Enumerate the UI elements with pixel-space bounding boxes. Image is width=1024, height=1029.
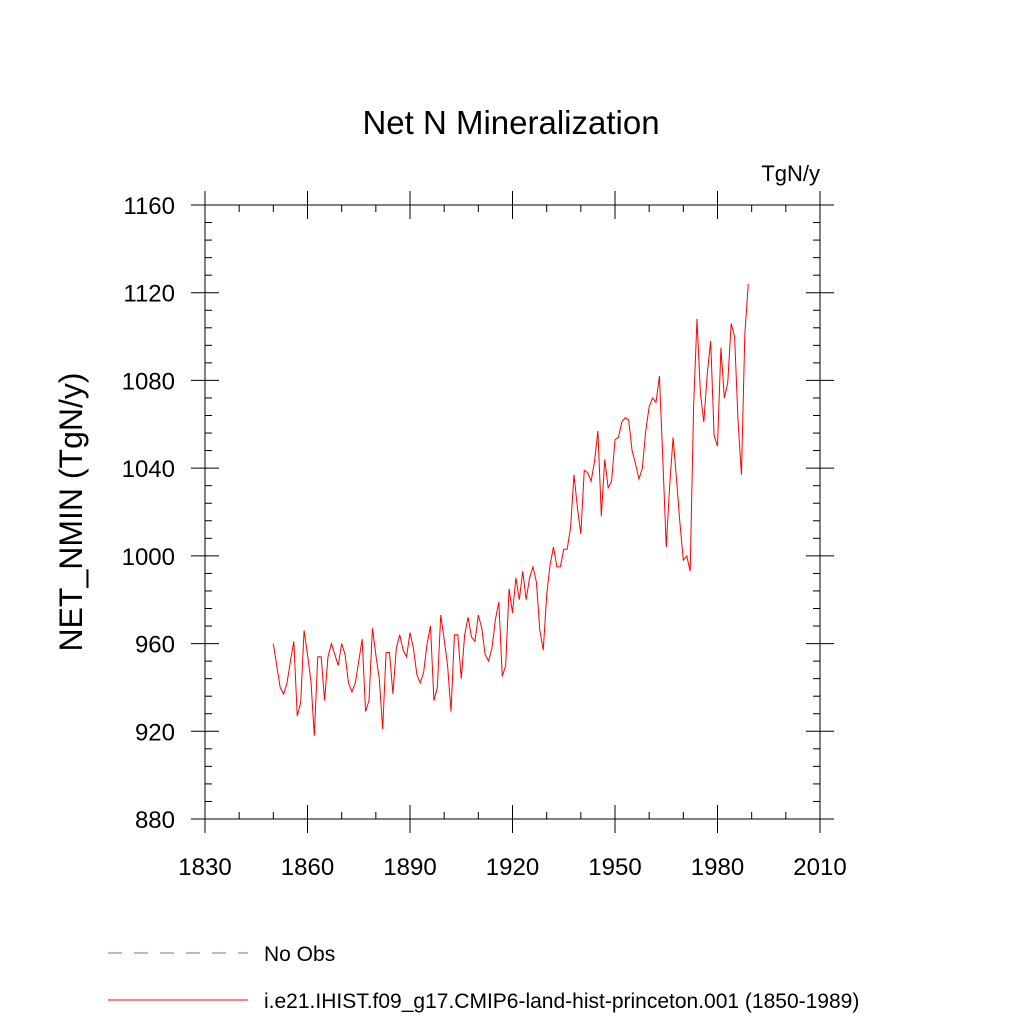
legend-label-1: i.e21.IHIST.f09_g17.CMIP6-land-hist-prin… [264, 990, 859, 1013]
chart-title: Net N Mineralization [362, 104, 659, 141]
y-tick-label: 960 [135, 632, 175, 659]
legend-label-0: No Obs [264, 943, 335, 966]
x-tick-label: 1890 [383, 854, 436, 881]
plot-frame [204, 204, 821, 820]
y-tick-label: 1080 [122, 368, 175, 395]
y-tick-label: 1040 [122, 456, 175, 483]
units-label: TgN/y [761, 161, 820, 186]
x-tick-label: 1980 [691, 854, 744, 881]
x-tick-label: 1860 [281, 854, 334, 881]
legend: No Obs i.e21.IHIST.f09_g17.CMIP6-land-his… [108, 943, 859, 1013]
x-tick-label: 1830 [178, 854, 231, 881]
x-tick-label: 1920 [486, 854, 539, 881]
y-tick-label: 1120 [123, 281, 175, 308]
ticks-layer [191, 191, 834, 833]
x-tick-label: 2010 [793, 854, 846, 881]
series-layer [272, 283, 749, 736]
y-tick-label: 880 [135, 807, 175, 834]
y-tick-label: 1160 [123, 193, 175, 220]
y-tick-label: 920 [135, 719, 175, 746]
x-tick-label: 1950 [588, 854, 641, 881]
y-tick-label: 1000 [122, 544, 175, 571]
tick-labels-layer: 1830 1860 1890 1920 1950 1980 2010 880 920 960 100… [122, 193, 847, 881]
series-line-1 [272, 283, 749, 736]
y-axis-label: NET_NMIN (TgN/y) [53, 372, 89, 651]
